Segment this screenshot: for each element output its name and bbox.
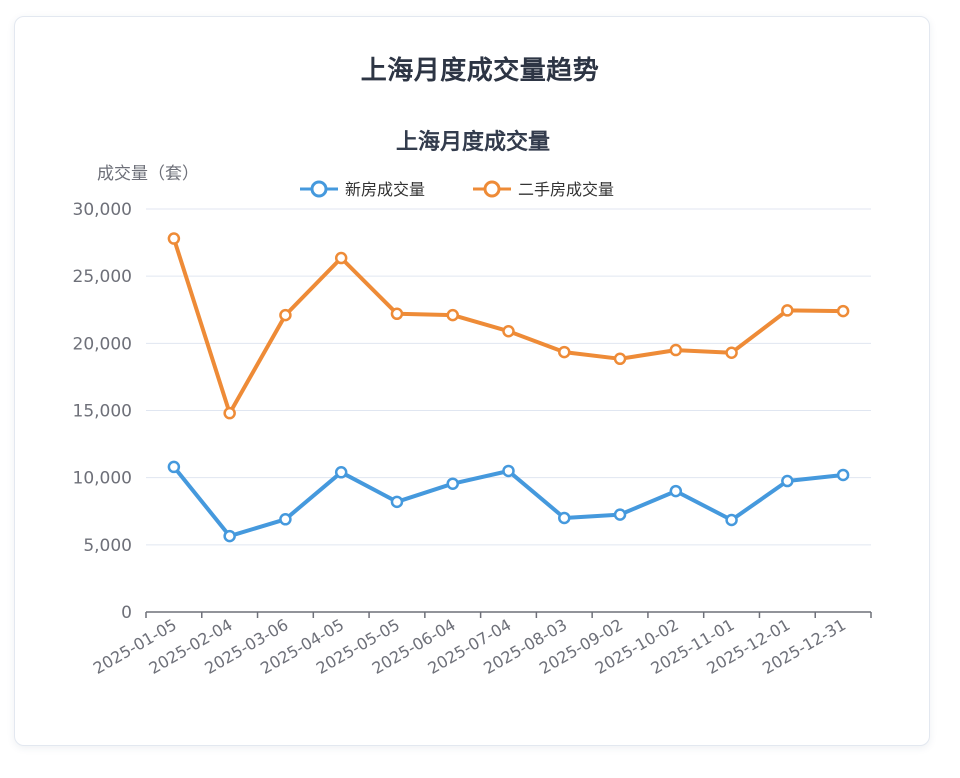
legend-marker-icon bbox=[310, 180, 328, 198]
data-point[interactable] bbox=[223, 406, 236, 420]
x-axis: 2025-01-052025-02-042025-03-062025-04-05… bbox=[90, 611, 872, 678]
legend-marker-icon bbox=[483, 180, 501, 198]
legend-label: 新房成交量 bbox=[345, 180, 425, 199]
data-point[interactable] bbox=[390, 307, 404, 321]
data-point[interactable] bbox=[446, 308, 459, 322]
data-point[interactable] bbox=[558, 511, 571, 525]
data-point[interactable] bbox=[781, 474, 794, 488]
y-tick-label: 10,000 bbox=[73, 469, 132, 489]
data-point[interactable] bbox=[502, 464, 515, 478]
data-point[interactable] bbox=[613, 508, 627, 521]
data-point[interactable] bbox=[334, 251, 348, 265]
y-tick-label: 15,000 bbox=[73, 402, 132, 422]
data-point[interactable] bbox=[836, 304, 850, 318]
legend-label: 二手房成交量 bbox=[518, 180, 614, 199]
series-lines bbox=[167, 232, 850, 543]
legend-item-second-hand[interactable]: 二手房成交量 bbox=[473, 180, 614, 199]
y-axis-label: 成交量（套） bbox=[97, 164, 199, 184]
data-point[interactable] bbox=[167, 460, 181, 474]
data-point[interactable] bbox=[279, 513, 292, 526]
data-point[interactable] bbox=[446, 477, 459, 490]
data-point[interactable] bbox=[725, 513, 738, 527]
y-tick-label: 30,000 bbox=[73, 200, 132, 220]
data-point[interactable] bbox=[167, 232, 181, 245]
chart-title: 上海月度成交量 bbox=[396, 129, 550, 155]
data-point[interactable] bbox=[781, 304, 794, 317]
data-point[interactable] bbox=[279, 308, 292, 322]
data-point[interactable] bbox=[836, 468, 850, 482]
grid-lines bbox=[146, 208, 871, 546]
legend: 新房成交量 二手房成交量 bbox=[300, 180, 614, 199]
data-point[interactable] bbox=[334, 466, 348, 479]
data-point[interactable] bbox=[558, 345, 571, 359]
data-point[interactable] bbox=[390, 495, 404, 509]
data-point[interactable] bbox=[223, 529, 236, 543]
legend-item-new-house[interactable]: 新房成交量 bbox=[300, 180, 425, 199]
data-point[interactable] bbox=[725, 346, 738, 359]
data-point[interactable] bbox=[502, 324, 515, 338]
y-axis-ticks: 0 5,000 10,000 15,000 20,000 25,000 30,000 bbox=[73, 200, 132, 623]
chart-card bbox=[14, 16, 930, 746]
page-title: 上海月度成交量趋势 bbox=[360, 56, 600, 86]
data-point[interactable] bbox=[669, 343, 683, 357]
y-tick-label: 20,000 bbox=[73, 334, 132, 354]
y-tick-label: 0 bbox=[121, 603, 132, 623]
data-point[interactable] bbox=[669, 484, 683, 498]
series-second-hand bbox=[167, 232, 850, 420]
data-point[interactable] bbox=[613, 352, 627, 366]
y-tick-label: 5,000 bbox=[83, 536, 132, 556]
series-new-house bbox=[167, 460, 850, 543]
y-tick-label: 25,000 bbox=[73, 267, 132, 287]
